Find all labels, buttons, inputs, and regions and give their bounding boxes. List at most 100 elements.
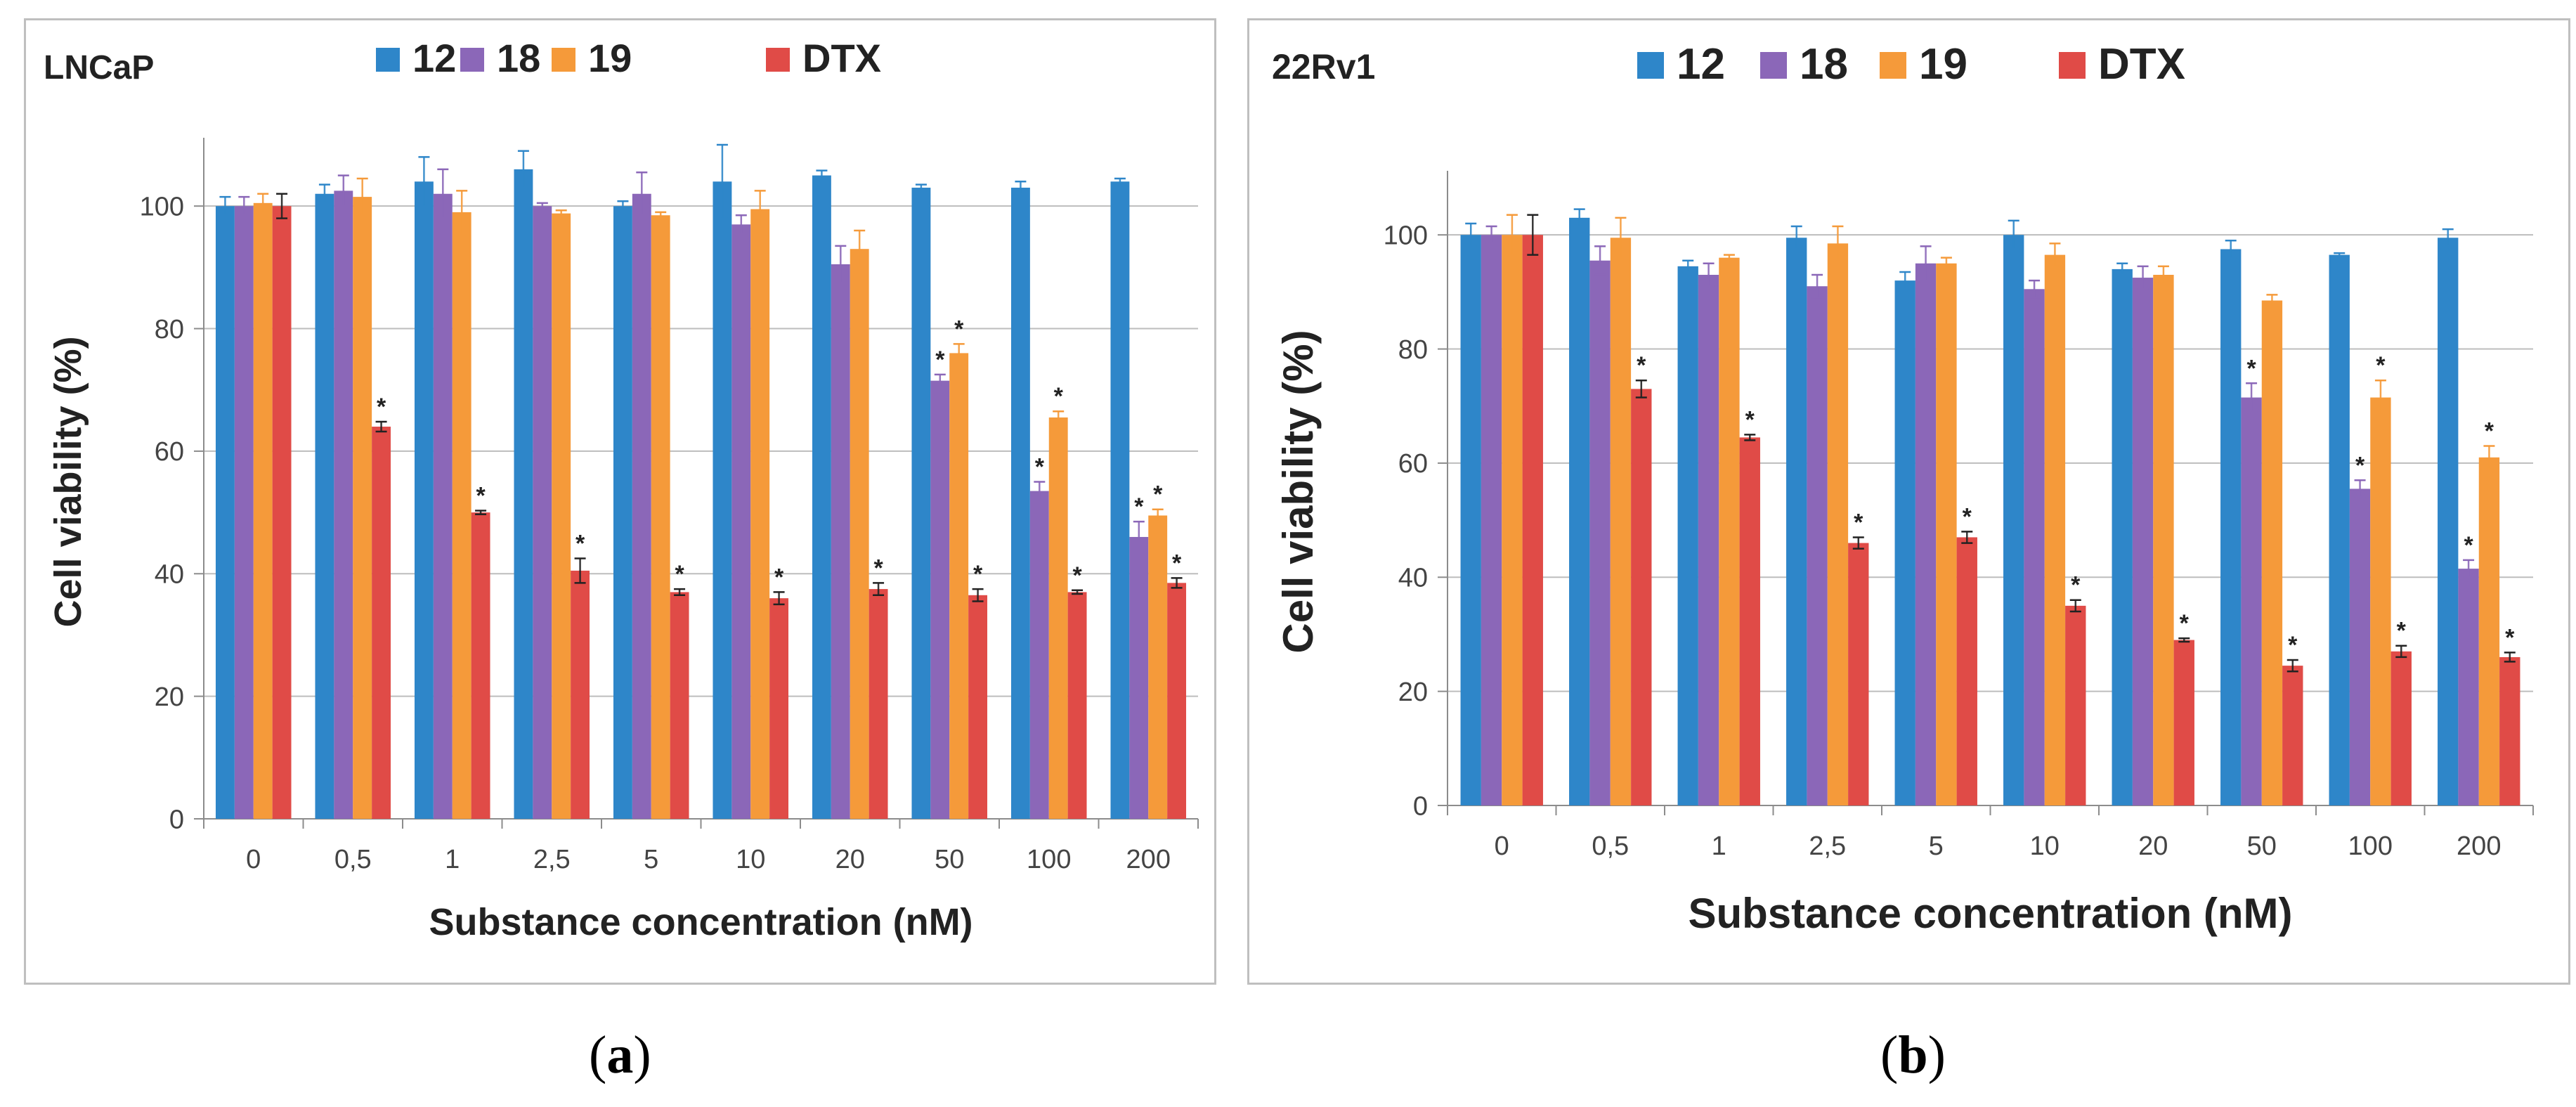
x-tick-label: 1 xyxy=(1712,831,1726,861)
bar-12 xyxy=(414,181,434,819)
bar-12 xyxy=(1894,280,1915,805)
y-tick-label: 20 xyxy=(155,682,184,712)
bar-dtx xyxy=(272,206,292,819)
bar-18 xyxy=(2024,289,2045,805)
x-tick-label: 50 xyxy=(2247,831,2277,861)
bar-dtx xyxy=(1631,389,1652,805)
bar-18 xyxy=(1029,491,1049,819)
bar-12 xyxy=(812,175,831,819)
bar-19 xyxy=(353,197,372,819)
bar-18 xyxy=(1589,260,1611,805)
x-tick-label: 10 xyxy=(736,845,765,874)
bar-dtx xyxy=(869,589,888,819)
bar-19 xyxy=(2370,397,2391,805)
significance-star: * xyxy=(377,394,386,420)
bar-dtx xyxy=(1739,437,1760,805)
bar-18 xyxy=(731,224,751,819)
y-tick-label: 100 xyxy=(140,192,184,221)
bar-12 xyxy=(2329,254,2350,805)
bar-18 xyxy=(234,206,254,819)
y-tick-label: 60 xyxy=(155,437,184,467)
significance-star: * xyxy=(675,561,684,588)
significance-star: * xyxy=(2464,532,2473,559)
bar-dtx xyxy=(1522,235,1543,805)
legend-swatch-12 xyxy=(1637,52,1664,79)
bar-dtx xyxy=(2065,605,2086,805)
bar-19 xyxy=(2478,457,2500,805)
y-tick-label: 80 xyxy=(155,315,184,344)
bar-19 xyxy=(850,249,869,819)
x-tick-label: 100 xyxy=(2348,831,2393,861)
significance-star: * xyxy=(2376,352,2386,379)
bar-12 xyxy=(1786,238,1807,805)
legend-swatch-12 xyxy=(376,48,400,72)
y-tick-label: 100 xyxy=(1384,221,1428,250)
bar-18 xyxy=(533,206,552,819)
bar-19 xyxy=(1148,515,1168,819)
bar-19 xyxy=(750,209,770,820)
chart-title: LNCaP xyxy=(44,49,154,86)
x-tick-label: 200 xyxy=(1126,845,1171,874)
bar-12 xyxy=(514,169,533,819)
bar-12 xyxy=(911,188,931,819)
bar-12 xyxy=(315,193,334,819)
legend-swatch-dtx xyxy=(2059,52,2086,79)
x-tick-label: 10 xyxy=(2030,831,2060,861)
significance-star: * xyxy=(476,482,486,509)
legend-label-19: 19 xyxy=(1919,40,1967,89)
bar-dtx xyxy=(1848,543,1869,805)
significance-star: * xyxy=(1745,406,1755,433)
significance-star: * xyxy=(1637,352,1646,379)
significance-star: * xyxy=(575,530,585,557)
legend-swatch-19 xyxy=(552,48,575,72)
bar-12 xyxy=(1460,235,1481,805)
significance-star: * xyxy=(1172,550,1182,576)
x-tick-label: 2,5 xyxy=(533,845,571,874)
bar-dtx xyxy=(769,598,789,819)
y-tick-label: 60 xyxy=(1398,449,1428,479)
significance-star: * xyxy=(2180,610,2190,637)
x-tick-label: 0 xyxy=(1495,831,1509,861)
bar-18 xyxy=(1915,263,1937,806)
bar-19 xyxy=(1936,263,1957,806)
significance-star: * xyxy=(954,316,964,342)
bar-18 xyxy=(334,190,353,819)
legend-label-18: 18 xyxy=(497,36,540,80)
bar-12 xyxy=(2003,235,2024,805)
significance-star: * xyxy=(1854,509,1863,536)
bar-19 xyxy=(452,212,471,819)
bar-dtx xyxy=(1167,583,1187,819)
bar-19 xyxy=(2261,300,2283,806)
bar-19 xyxy=(2044,254,2066,805)
bar-dtx xyxy=(471,512,490,819)
legend-swatch-19 xyxy=(1880,52,1906,79)
legend-swatch-dtx xyxy=(766,48,790,72)
panel-b-caption: (b) xyxy=(1880,1025,1946,1085)
bar-19 xyxy=(1827,243,1849,805)
y-tick-label: 80 xyxy=(1398,335,1428,365)
significance-star: * xyxy=(973,561,983,588)
y-tick-label: 0 xyxy=(1413,791,1428,821)
legend-label-dtx: DTX xyxy=(2098,40,2185,89)
significance-star: * xyxy=(1134,493,1144,520)
bar-dtx xyxy=(968,595,988,819)
bar-19 xyxy=(2153,275,2174,805)
y-tick-label: 40 xyxy=(1398,564,1428,593)
y-tick-label: 0 xyxy=(169,805,184,834)
significance-star: * xyxy=(1054,383,1064,410)
x-tick-label: 200 xyxy=(2457,831,2501,861)
bar-dtx xyxy=(670,592,689,819)
bar-19 xyxy=(1048,417,1068,819)
x-tick-label: 1 xyxy=(445,845,460,874)
bar-18 xyxy=(2458,569,2479,805)
legend-swatch-18 xyxy=(1760,52,1787,79)
x-tick-label: 20 xyxy=(835,845,865,874)
significance-star: * xyxy=(1963,503,1972,530)
bar-dtx xyxy=(2499,656,2520,805)
bar-19 xyxy=(1610,238,1632,805)
legend-label-18: 18 xyxy=(1800,40,1848,89)
y-axis-label: Cell viability (%) xyxy=(1275,330,1322,653)
legend-label-12: 12 xyxy=(412,36,456,80)
significance-star: * xyxy=(1072,562,1082,589)
x-tick-label: 100 xyxy=(1027,845,1071,874)
